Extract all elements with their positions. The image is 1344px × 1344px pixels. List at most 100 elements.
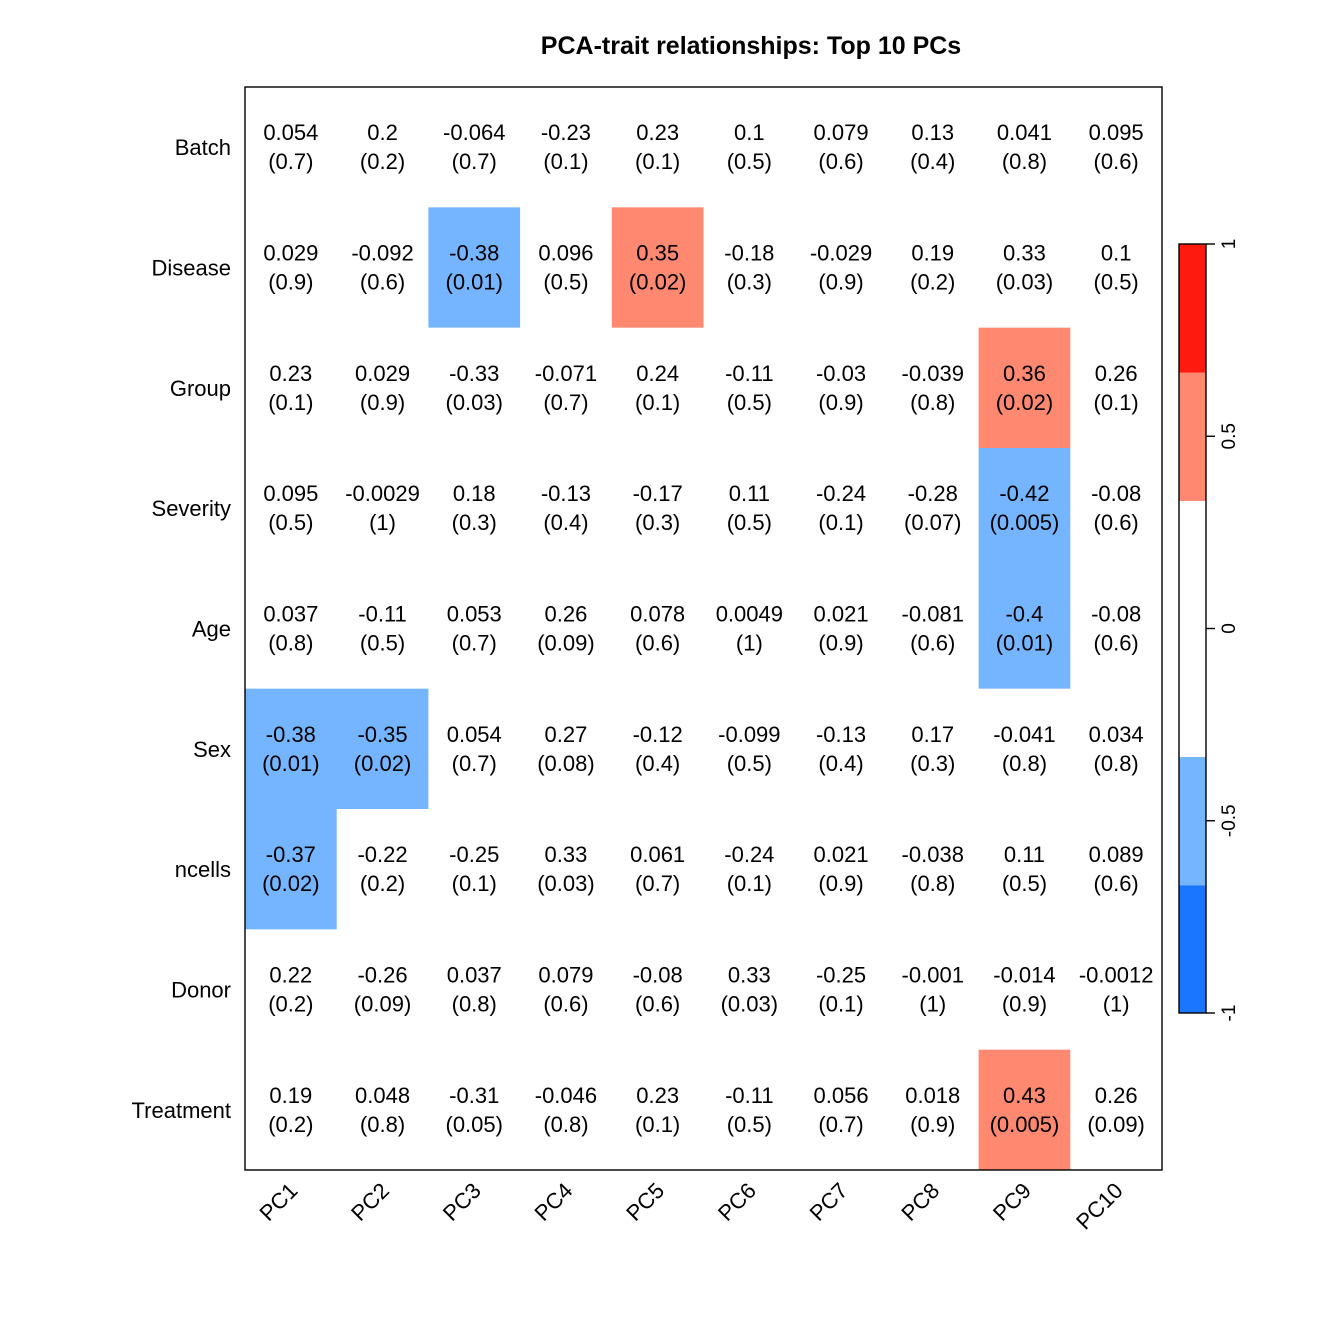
cell-correlation: -0.22 [357, 842, 407, 867]
cell-pvalue: (0.03) [721, 992, 778, 1017]
cell-correlation: -0.038 [902, 842, 964, 867]
cell-correlation: 0.43 [1003, 1083, 1046, 1108]
cell-pvalue: (0.02) [262, 871, 319, 896]
cell-correlation: 0.079 [814, 120, 869, 145]
heatmap-cell [1070, 207, 1163, 329]
heatmap-cell [245, 688, 338, 810]
cell-correlation: -0.046 [535, 1083, 597, 1108]
cell-correlation: 0.037 [263, 602, 318, 627]
cell-correlation: -0.13 [816, 722, 866, 747]
cell-pvalue: (0.2) [360, 871, 405, 896]
heatmap-cell [336, 568, 429, 690]
legend-tick-label: 0.5 [1219, 423, 1240, 449]
cell-correlation: -0.071 [535, 361, 597, 386]
cell-correlation: -0.0029 [345, 481, 420, 506]
cell-correlation: -0.08 [1091, 481, 1141, 506]
heatmap-cell [703, 87, 796, 208]
heatmap-cell [245, 809, 338, 930]
cell-pvalue: (0.7) [818, 1112, 863, 1137]
cell-pvalue: (0.6) [1094, 510, 1139, 535]
heatmap-cell [245, 207, 338, 329]
cell-correlation: 0.17 [911, 722, 954, 747]
cell-pvalue: (0.005) [990, 510, 1060, 535]
heatmap-cell [336, 87, 429, 208]
cell-pvalue: (0.7) [452, 631, 497, 656]
cell-correlation: 0.23 [636, 1083, 679, 1108]
cell-pvalue: (0.02) [996, 390, 1053, 415]
cell-pvalue: (0.3) [452, 510, 497, 535]
heatmap-cell [520, 207, 613, 329]
cell-pvalue: (0.1) [818, 510, 863, 535]
cell-correlation: 0.26 [1095, 361, 1138, 386]
row-label: Age [192, 617, 231, 642]
cell-correlation: 0.056 [814, 1083, 869, 1108]
heatmap-cell [886, 207, 980, 329]
heatmap-cell [336, 327, 429, 449]
legend-color-bin [1179, 500, 1206, 758]
cell-correlation: -0.064 [443, 120, 505, 145]
plot-frame [244, 86, 1163, 1171]
heatmap-cell [886, 448, 980, 569]
cell-pvalue: (0.03) [537, 871, 594, 896]
cell-pvalue: (0.8) [910, 390, 955, 415]
cell-pvalue: (0.5) [1094, 270, 1139, 295]
cell-pvalue: (0.2) [268, 1112, 313, 1137]
heatmap-cell [611, 568, 704, 690]
cell-correlation: -0.11 [725, 361, 774, 386]
cell-pvalue: (0.6) [818, 149, 863, 174]
cell-pvalue: (0.7) [543, 390, 588, 415]
cell-correlation: -0.039 [902, 361, 964, 386]
heatmap-cell [336, 809, 429, 930]
cell-pvalue: (0.2) [268, 992, 313, 1017]
cell-pvalue: (0.1) [543, 149, 588, 174]
cell-correlation: 0.048 [355, 1083, 410, 1108]
legend-color-bin [1179, 244, 1206, 373]
cell-correlation: -0.17 [633, 481, 683, 506]
cell-correlation: -0.08 [1091, 602, 1141, 627]
cell-correlation: -0.25 [449, 842, 499, 867]
column-label: PC7 [805, 1178, 853, 1226]
column-label: PC5 [621, 1178, 669, 1226]
row-label: Batch [175, 135, 231, 160]
heatmap-cell [795, 688, 888, 810]
heatmap-cell [245, 568, 338, 690]
heatmap-cell [245, 929, 338, 1051]
heatmap-cell [1070, 929, 1163, 1051]
heatmap-cell [428, 688, 521, 810]
heatmap-cell [611, 207, 704, 329]
cell-correlation: 0.23 [636, 120, 679, 145]
heatmap-cell [886, 1049, 980, 1171]
cell-pvalue: (0.5) [727, 751, 772, 776]
heatmap-cell [795, 327, 888, 449]
heatmap-cell [336, 688, 429, 810]
heatmap-cell [245, 1049, 338, 1171]
cell-correlation: 0.078 [630, 602, 685, 627]
legend-tick-label: -0.5 [1219, 804, 1240, 837]
cell-correlation: -0.029 [810, 241, 872, 266]
cell-pvalue: (0.8) [1094, 751, 1139, 776]
cell-correlation: -0.12 [633, 722, 683, 747]
heatmap-cell [428, 568, 521, 690]
cell-correlation: 0.35 [636, 241, 679, 266]
cell-correlation: 0.037 [447, 963, 502, 988]
cell-correlation: 0.26 [1095, 1083, 1138, 1108]
cell-pvalue: (0.05) [446, 1112, 503, 1137]
column-label: PC4 [530, 1178, 578, 1226]
heatmap-cell [428, 1049, 521, 1171]
cell-correlation: 0.029 [355, 361, 410, 386]
cell-pvalue: (0.6) [360, 270, 405, 295]
cell-correlation: 0.18 [453, 481, 496, 506]
cell-pvalue: (0.09) [537, 631, 594, 656]
cell-correlation: -0.099 [718, 722, 780, 747]
cell-pvalue: (0.6) [543, 992, 588, 1017]
heatmap-cell [611, 448, 704, 569]
heatmap-cell [703, 327, 796, 449]
cell-pvalue: (0.8) [452, 992, 497, 1017]
cell-pvalue: (0.9) [818, 390, 863, 415]
cell-correlation: 0.1 [734, 120, 765, 145]
cell-correlation: 0.2 [367, 120, 398, 145]
cell-correlation: 0.33 [545, 842, 588, 867]
row-label: Sex [193, 737, 231, 762]
cell-correlation: 0.19 [269, 1083, 312, 1108]
cell-correlation: 0.089 [1089, 842, 1144, 867]
